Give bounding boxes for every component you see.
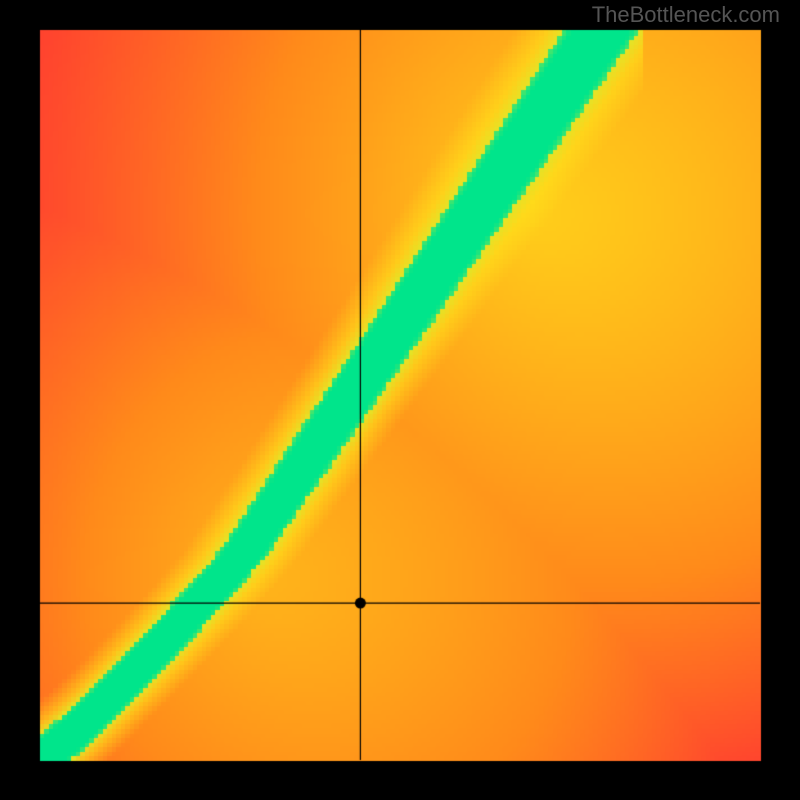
watermark-text: TheBottleneck.com bbox=[592, 2, 780, 28]
heatmap-canvas bbox=[0, 0, 800, 800]
chart-container: TheBottleneck.com bbox=[0, 0, 800, 800]
